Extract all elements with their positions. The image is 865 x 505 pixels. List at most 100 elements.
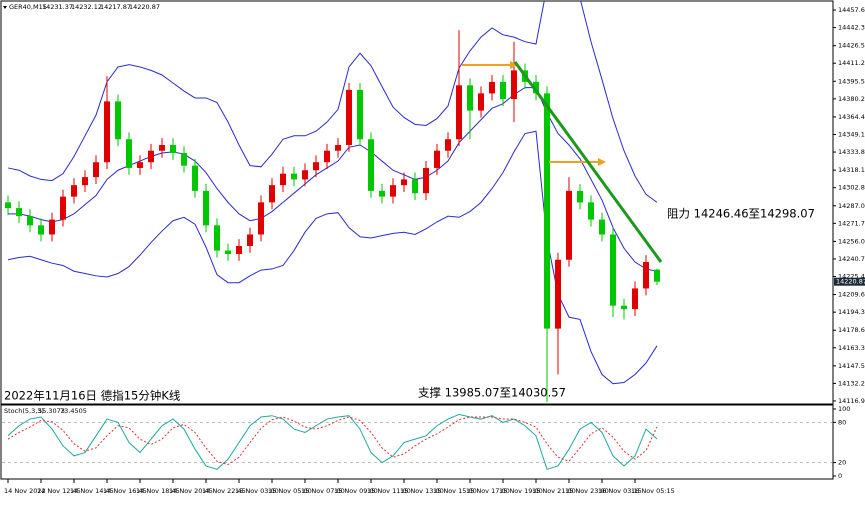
candle-body bbox=[38, 225, 44, 235]
last-price-box bbox=[834, 277, 865, 286]
y-tick-label: 20 bbox=[838, 459, 846, 467]
stoch-line bbox=[7, 416, 658, 466]
candle-body bbox=[489, 81, 495, 94]
candle-body bbox=[434, 150, 440, 168]
candle-body bbox=[390, 185, 396, 197]
candle-body bbox=[346, 89, 352, 145]
candle-body bbox=[302, 170, 308, 180]
quote-close: 14220.87 bbox=[129, 3, 160, 11]
x-tick-label: 14 Nov 12:45 bbox=[37, 487, 81, 495]
candle-body bbox=[621, 305, 627, 310]
candle-body bbox=[71, 185, 77, 197]
x-tick-label: 15 Nov 07:00 bbox=[301, 487, 345, 495]
candle-body bbox=[181, 153, 187, 166]
x-tick-label: 15 Nov 23:00 bbox=[565, 487, 609, 495]
x-tick-label: 15 Nov 21:00 bbox=[532, 487, 576, 495]
candle-body bbox=[236, 245, 242, 255]
x-tick-label: 15 Nov 15:00 bbox=[433, 487, 477, 495]
y-tick-label: 14178.60 bbox=[838, 326, 865, 334]
candle-body bbox=[313, 162, 319, 171]
candle-body bbox=[588, 202, 594, 220]
candle-body bbox=[104, 101, 110, 163]
y-tick-label: 14147.55 bbox=[838, 362, 865, 370]
candle-body bbox=[357, 89, 363, 140]
candle-body bbox=[654, 269, 660, 282]
candle-body bbox=[610, 234, 616, 306]
candle-body bbox=[566, 190, 572, 260]
y-tick-label: 14457.60 bbox=[838, 6, 865, 14]
y-tick-label: 14380.20 bbox=[838, 95, 865, 103]
candle-body bbox=[126, 139, 132, 168]
drawings bbox=[462, 61, 663, 263]
candle-body bbox=[500, 81, 506, 100]
x-tick-label: 15 Nov 09:00 bbox=[334, 487, 378, 495]
candle-body bbox=[214, 225, 220, 251]
candle-body bbox=[599, 219, 605, 235]
candle-body bbox=[401, 179, 407, 186]
x-tick-label: 14 Nov 16:45 bbox=[103, 487, 147, 495]
y-tick-label: 14240.70 bbox=[838, 255, 865, 263]
candle-body bbox=[423, 167, 429, 194]
y-tick-label: 14395.50 bbox=[838, 77, 865, 85]
resistance-note: 阻力 14246.46至14298.07 bbox=[667, 207, 815, 221]
y-tick-label: 14209.65 bbox=[838, 291, 865, 299]
stoch-title: Stoch(5,3,3) bbox=[4, 407, 44, 415]
candle-body bbox=[247, 234, 253, 246]
candle-body bbox=[225, 250, 231, 255]
trend-line bbox=[513, 61, 663, 263]
candle-body bbox=[203, 190, 209, 226]
x-tick-label: 14 Nov 22:45 bbox=[202, 487, 246, 495]
stoch-plot bbox=[2, 413, 832, 470]
y-tick-label: 14302.80 bbox=[838, 184, 865, 192]
y-tick-label: 0 bbox=[838, 472, 842, 480]
stoch-k-readout: 55.3073 bbox=[38, 407, 65, 415]
y-tick-label: 14426.55 bbox=[838, 42, 865, 50]
x-tick-label: 15 Nov 05:00 bbox=[268, 487, 312, 495]
x-tick-label: 16 Nov 05:15 bbox=[631, 487, 675, 495]
y-tick-label: 14116.95 bbox=[838, 397, 865, 405]
y-tick-label: 14163.30 bbox=[838, 344, 865, 352]
x-tick-label: 15 Nov 13:00 bbox=[400, 487, 444, 495]
y-tick-label: 14318.10 bbox=[838, 166, 865, 174]
quote-high: 14232.12 bbox=[71, 3, 102, 11]
arrow-head bbox=[510, 61, 518, 69]
candle-body bbox=[632, 288, 638, 310]
x-tick-label: 15 Nov 19:00 bbox=[499, 487, 543, 495]
candle-body bbox=[137, 162, 143, 168]
candle-body bbox=[148, 150, 154, 163]
candle-body bbox=[82, 177, 88, 186]
candle-body bbox=[555, 259, 561, 329]
candle-body bbox=[412, 179, 418, 194]
y-tick-label: 80 bbox=[838, 418, 846, 426]
support-note: 支撑 13985.07至14030.57 bbox=[418, 386, 566, 400]
x-tick-label: 14 Nov 20:45 bbox=[169, 487, 213, 495]
candle-body bbox=[93, 162, 99, 178]
candle-body bbox=[379, 190, 385, 197]
x-tick-label: 14 Nov 2022 bbox=[4, 487, 46, 495]
y-tick-label: 14194.35 bbox=[838, 308, 865, 316]
y-tick-label: 14132.25 bbox=[838, 379, 865, 387]
candle-body bbox=[170, 144, 176, 154]
candle-body bbox=[280, 173, 286, 186]
bollinger-lower bbox=[7, 130, 658, 385]
header: GER40,M15 14231.37 14232.12 14217.87 142… bbox=[3, 3, 160, 415]
candle-body bbox=[49, 219, 55, 235]
stoch-panel bbox=[0, 404, 834, 480]
candle-body bbox=[258, 202, 264, 235]
bollinger-upper bbox=[7, 1, 658, 203]
candle-body bbox=[478, 93, 484, 111]
x-tick-label: 15 Nov 17:00 bbox=[466, 487, 510, 495]
y-tick-label: 14364.45 bbox=[838, 113, 865, 121]
caption: 2022年11月16日 德指15分钟K线 bbox=[4, 389, 181, 403]
quote-low: 14217.87 bbox=[100, 3, 131, 11]
candle-body bbox=[643, 262, 649, 289]
candle-body bbox=[269, 185, 275, 203]
x-tick-label: 15 Nov 11:00 bbox=[367, 487, 411, 495]
x-tick-label: 16 Nov 03:15 bbox=[598, 487, 642, 495]
stoch-d-readout: 73.4505 bbox=[60, 407, 87, 415]
y-tick-label: 14256.00 bbox=[838, 237, 865, 245]
candle-body bbox=[291, 173, 297, 180]
candle-body bbox=[27, 216, 33, 226]
y-tick-label: 14333.85 bbox=[838, 148, 865, 156]
candle-body bbox=[324, 150, 330, 163]
